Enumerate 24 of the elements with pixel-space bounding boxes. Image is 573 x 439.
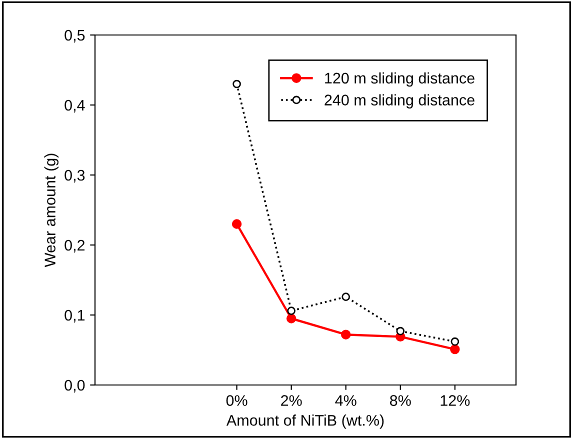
- legend-label: 120 m sliding distance: [325, 72, 474, 87]
- point: [232, 219, 242, 229]
- point: [287, 306, 296, 315]
- y-tick-label: 0,1: [64, 310, 85, 322]
- x-tick-label: 4%: [335, 395, 356, 406]
- y-tick-label: 0,4: [64, 100, 85, 112]
- x-tick-label: 0%: [226, 395, 248, 406]
- legend-label: 240 m sliding distance: [324, 94, 474, 108]
- x-tick-label: 8%: [390, 395, 411, 406]
- point: [450, 344, 460, 354]
- point: [286, 314, 296, 324]
- point: [450, 337, 460, 346]
- y-tick-label: 0,2: [64, 240, 85, 252]
- y-tick-label: 0,3: [64, 170, 85, 182]
- y-axis-title: Wear amount (g): [44, 154, 58, 268]
- x-tick-label: 2%: [281, 395, 302, 406]
- y-tick-label: 0,0: [64, 380, 85, 392]
- y-tick-label: 0,5: [64, 30, 85, 42]
- x-tick-label: 12%: [440, 395, 470, 406]
- point: [232, 80, 241, 88]
- point: [340, 330, 351, 340]
- x-axis-title: Amount of NiTiB (wt.%): [226, 414, 384, 429]
- point: [342, 292, 350, 301]
- point: [396, 326, 405, 336]
